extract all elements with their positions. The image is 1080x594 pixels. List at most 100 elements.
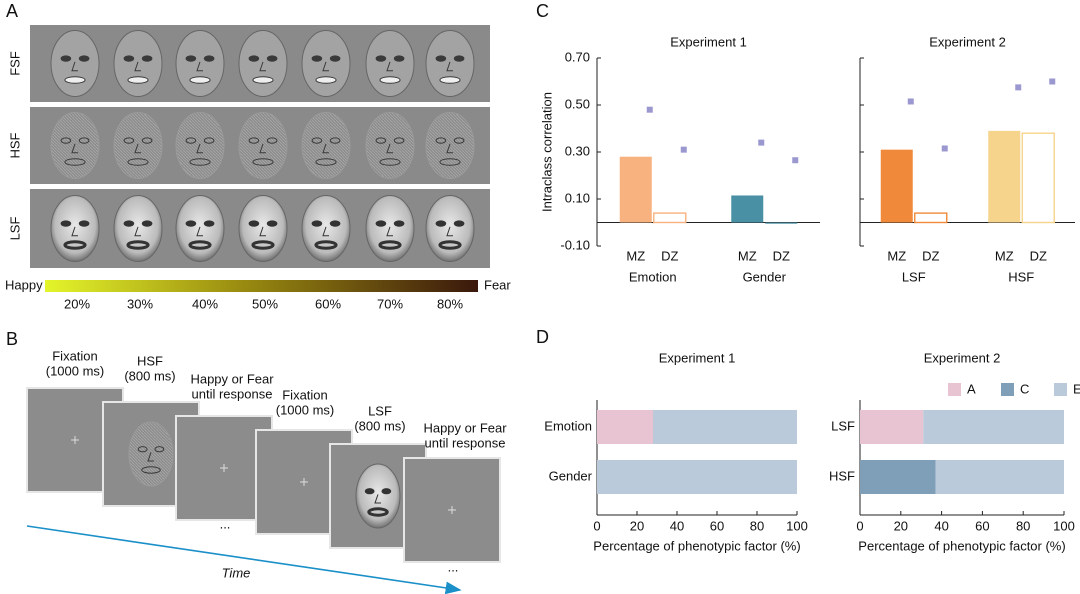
face-mouth <box>315 76 337 84</box>
face-eye <box>393 55 405 62</box>
bar <box>765 222 798 224</box>
face-nose <box>386 61 393 72</box>
face-eye <box>393 137 405 144</box>
point <box>1015 84 1022 91</box>
x-tick-label: MZ <box>995 248 1014 263</box>
scale-tick-label: 70% <box>377 296 403 311</box>
point <box>792 157 799 164</box>
category-label: Gender <box>549 468 593 483</box>
face-nose <box>71 61 78 72</box>
bar <box>1021 132 1055 224</box>
x-tick-label: 20 <box>894 518 908 533</box>
face-eye <box>78 55 90 62</box>
step-label: Fixation <box>52 348 98 363</box>
trial-frame <box>403 457 501 563</box>
face-mouth <box>251 240 275 250</box>
face <box>175 30 225 97</box>
fixation-cross <box>220 464 228 472</box>
face-mouth <box>189 76 211 84</box>
face <box>365 195 415 262</box>
face-eye <box>248 137 260 144</box>
bar-segment <box>935 460 1064 494</box>
group-label: HSF <box>1008 269 1034 284</box>
scale-tick-label: 80% <box>437 296 463 311</box>
group-label: LSF <box>902 269 926 284</box>
legend-label: C <box>1020 381 1029 396</box>
face <box>113 112 163 179</box>
x-tick-label: 20 <box>630 518 644 533</box>
face-mouth <box>367 507 389 517</box>
y-tick-label: 0.10 <box>565 190 590 205</box>
face-nose <box>196 226 203 237</box>
ellipsis: ... <box>448 559 459 574</box>
face-nose <box>446 226 453 237</box>
x-tick-label: MZ <box>887 248 906 263</box>
face-eye <box>311 55 323 62</box>
face-eye <box>375 55 387 62</box>
face-nose <box>446 143 453 154</box>
y-tick-label: -0.10 <box>560 237 590 252</box>
step-label: (800 ms) <box>354 418 405 433</box>
face-mouth <box>126 240 150 250</box>
face-eye <box>141 55 153 62</box>
step-label: (800 ms) <box>124 368 175 383</box>
bar-segment <box>860 410 924 444</box>
scale-tick-label: 50% <box>252 296 278 311</box>
x-tick-label: 100 <box>786 518 808 533</box>
face <box>301 112 351 179</box>
face-eye <box>185 55 197 62</box>
face <box>128 421 174 487</box>
x-tick-label: MZ <box>626 248 645 263</box>
step-label: (1000 ms) <box>276 402 335 417</box>
x-tick-label: DZ <box>922 248 939 263</box>
face-eye <box>60 220 72 227</box>
face-eye <box>435 137 447 144</box>
face-nose <box>147 452 154 462</box>
face-eye <box>203 220 215 227</box>
x-tick-label: 80 <box>750 518 764 533</box>
panel-label: B <box>6 329 18 349</box>
face-eye <box>78 137 90 144</box>
chart-title: Experiment 2 <box>929 34 1006 49</box>
face-eye <box>141 220 153 227</box>
y-tick-label: 0.50 <box>565 96 590 111</box>
point <box>680 146 687 153</box>
row-label: LSF <box>7 217 22 241</box>
face-nose <box>71 143 78 154</box>
face-eye <box>453 137 465 144</box>
face <box>365 30 415 97</box>
face-mouth <box>439 76 461 84</box>
x-tick-label: 40 <box>934 518 948 533</box>
x-tick-label: MZ <box>738 248 757 263</box>
face-eye <box>311 137 323 144</box>
x-tick-label: 40 <box>670 518 684 533</box>
face <box>355 463 401 529</box>
face-mouth <box>438 240 462 250</box>
legend-swatch <box>1001 383 1014 396</box>
face-eye <box>185 137 197 144</box>
step-label: until response <box>192 386 273 401</box>
x-tick-label: 0 <box>856 518 863 533</box>
row-label: FSF <box>7 51 22 76</box>
y-axis-label: Intraclass correlation <box>539 92 554 212</box>
face-eye <box>393 220 405 227</box>
face <box>301 195 351 262</box>
face-eye <box>248 220 260 227</box>
face <box>425 195 475 262</box>
x-tick-label: DZ <box>773 248 790 263</box>
scale-tick-label: 30% <box>127 296 153 311</box>
group-label: Gender <box>743 269 787 284</box>
y-tick-label: 0.70 <box>565 49 590 64</box>
bar <box>880 149 913 223</box>
face-mouth <box>64 158 86 166</box>
bar-segment <box>597 460 797 494</box>
scale-end: Fear <box>484 277 511 292</box>
point <box>646 106 653 113</box>
face-eye <box>364 488 375 495</box>
face-mouth <box>379 76 401 84</box>
face-eye <box>435 55 447 62</box>
face-eye <box>266 55 278 62</box>
face-nose <box>196 61 203 72</box>
scale-tick-label: 20% <box>64 296 90 311</box>
